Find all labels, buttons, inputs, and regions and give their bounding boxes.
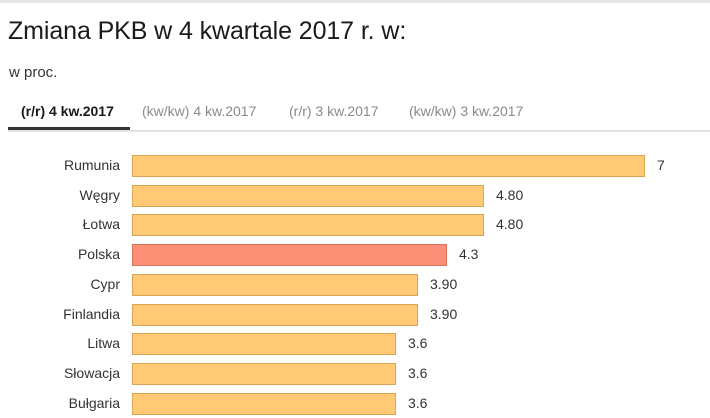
category-label: Węgry [79,187,120,203]
tab-bar: (r/r) 4 kw.2017 (kw/kw) 4 kw.2017 (r/r) … [8,100,710,132]
category-label: Cypr [90,276,120,292]
bar-row: Łotwa 4.80 [0,214,710,236]
bar[interactable] [132,393,396,415]
category-label: Finlandia [63,306,120,322]
value-label: 3.6 [408,395,428,411]
category-label: Polska [77,246,120,262]
value-label: 3.90 [430,276,458,292]
chart-subtitle: w proc. [9,64,58,81]
bar[interactable] [132,185,484,207]
category-label: Rumunia [63,157,120,173]
chart-title: Zmiana PKB w 4 kwartale 2017 r. w: [8,17,407,45]
bar-row: Polska 4.3 [0,244,710,266]
bar[interactable] [132,155,645,177]
bar[interactable] [132,214,484,236]
value-label: 4.3 [459,246,479,262]
bar[interactable] [132,304,418,326]
bar-row: Węgry 4.80 [0,185,710,207]
bar[interactable] [132,363,396,385]
value-label: 7 [657,157,665,173]
bar[interactable] [132,333,396,355]
active-tab-indicator [8,127,130,130]
category-label: Bułgaria [68,395,120,411]
bar-row: Słowacja 3.6 [0,363,710,385]
bar-row: Bułgaria 3.6 [0,393,710,415]
value-label: 3.90 [430,306,458,322]
bar-row: Rumunia 7 [0,155,710,177]
value-label: 4.80 [496,216,524,232]
bar[interactable] [132,274,418,296]
top-divider [0,0,710,3]
category-label: Litwa [87,335,120,351]
value-label: 4.80 [496,187,524,203]
bar[interactable] [132,244,447,266]
category-label: Łotwa [82,216,120,232]
value-label: 3.6 [408,335,428,351]
tab-kwkw-4kw-2017[interactable]: (kw/kw) 4 kw.2017 [142,103,257,119]
bar-row: Cypr 3.90 [0,274,710,296]
bar-row: Litwa 3.6 [0,333,710,355]
bar-row: Finlandia 3.90 [0,304,710,326]
tab-rr-3kw-2017[interactable]: (r/r) 3 kw.2017 [289,103,379,119]
tab-kwkw-3kw-2017[interactable]: (kw/kw) 3 kw.2017 [409,103,524,119]
tab-rr-4kw-2017[interactable]: (r/r) 4 kw.2017 [21,103,114,119]
value-label: 3.6 [408,365,428,381]
category-label: Słowacja [63,365,120,381]
